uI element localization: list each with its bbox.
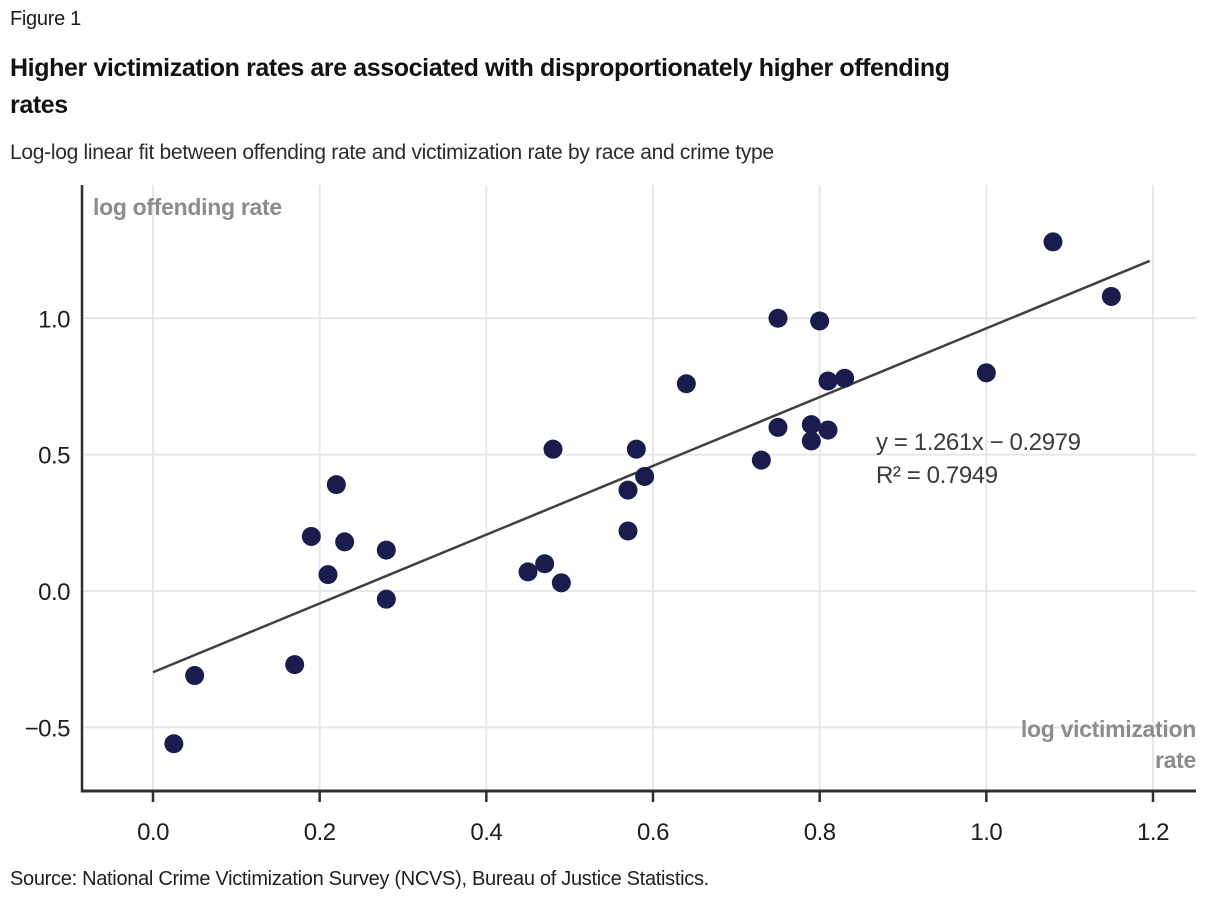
x-tick-label: 0.4 [470,819,502,846]
data-point [335,532,355,552]
data-point [618,521,638,541]
data-point [835,368,855,388]
y-tick-label: 0.5 [38,443,70,470]
data-point [301,526,321,546]
data-point [801,431,821,451]
x-tick-label: 0.8 [804,819,836,846]
x-tick-label: 1.0 [970,819,1002,846]
fit-r-squared-text: R² = 0.7949 [876,462,998,489]
figure-subtitle: Log-log linear fit between offending rat… [10,141,774,164]
fit-equation-text: y = 1.261x − 0.2979 [876,429,1081,456]
data-point [768,417,788,437]
data-point [635,466,655,486]
data-point [751,450,771,470]
x-axis-title: log victimization rate [1020,716,1196,773]
data-point [810,311,830,331]
source-note: Source: National Crime Victimization Sur… [10,868,709,890]
data-point [818,420,838,440]
data-point [376,540,396,560]
data-point [818,371,838,391]
data-point [626,439,646,459]
data-point [518,562,538,582]
x-tick-label: 0.6 [637,819,669,846]
y-tick-label: −0.5 [25,715,71,742]
data-point [976,363,996,383]
scatter-chart: 0.0 0.2 0.4 0.6 0.8 1.0 1.2 1.0 0.5 0.0 −0.5 log o… [0,180,1220,860]
x-tick-label: 1.2 [1137,819,1169,846]
data-point [801,415,821,435]
data-point [376,589,396,609]
data-point [618,480,638,500]
data-point [318,565,338,585]
data-point [1043,232,1063,252]
data-point [768,308,788,328]
y-tick-label: 1.0 [38,306,70,333]
data-point [1101,286,1121,306]
x-tick-label: 0.0 [137,819,169,846]
fit-annotation: y = 1.261x − 0.2979 R² = 0.7949 [876,426,1081,492]
figure-title-line-2: rates [10,91,68,119]
data-point [185,666,205,686]
scatter-plot-svg: 0.0 0.2 0.4 0.6 0.8 1.0 1.2 1.0 0.5 0.0 −0.5 [25,185,1196,846]
figure-label: Figure 1 [10,8,81,30]
data-point [676,374,696,394]
y-tick-label: 0.0 [38,579,70,606]
figure-title-line-1: Higher victimization rates are associate… [10,54,950,82]
data-point [535,554,555,574]
y-axis-title: log offending rate [93,194,282,220]
data-point [285,655,305,675]
data-point [326,475,346,495]
data-point [551,573,571,593]
data-point [543,439,563,459]
fit-line [152,259,1151,674]
data-point [164,734,184,754]
x-tick-label: 0.2 [304,819,336,846]
figure-title: Higher victimization rates are associate… [10,50,1210,124]
